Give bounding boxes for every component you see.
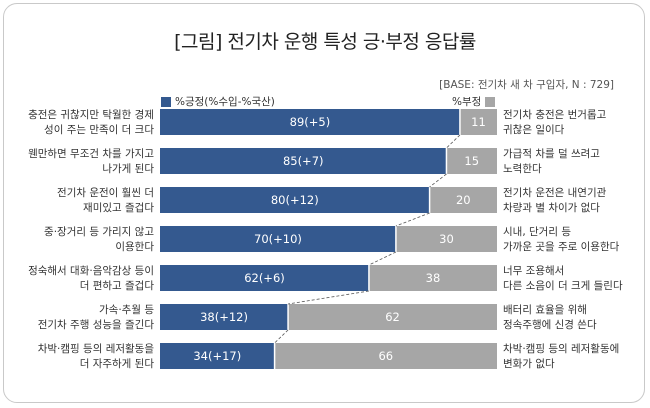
negative-value-label: 66 — [378, 349, 393, 363]
left-category-label: 중·장거리 등 가리지 않고 — [44, 226, 154, 238]
left-category-label: 더 자주하게 된다 — [80, 357, 155, 370]
positive-bar — [160, 343, 275, 369]
legend-negative: %부정 — [452, 94, 496, 109]
negative-value-label: 11 — [471, 115, 486, 129]
right-category-label: 너무 조용해서 — [503, 264, 564, 277]
positive-value-label: 38(+12) — [200, 310, 248, 324]
left-category-label: 전기차 주행 성능을 즐긴다 — [38, 319, 155, 331]
left-category-label: 이용한다 — [115, 241, 154, 253]
right-category-label: 변화가 없다 — [503, 357, 555, 370]
right-category-label: 귀찮은 일이다 — [503, 123, 565, 136]
negative-bar — [274, 343, 497, 369]
negative-value-label: 62 — [385, 310, 400, 324]
right-category-label: 전기차 운전은 내연기관 — [503, 187, 607, 199]
negative-bar — [288, 304, 497, 330]
positive-value-label: 62(+6) — [244, 271, 285, 285]
left-category-label: 정숙해서 대화·음악감상 등이 — [28, 264, 154, 277]
negative-value-label: 38 — [426, 271, 441, 285]
negative-value-label: 20 — [456, 193, 471, 207]
positive-bar — [160, 187, 430, 213]
positive-value-label: 80(+12) — [271, 193, 319, 207]
positive-value-label: 89(+5) — [290, 115, 331, 129]
negative-bar — [459, 109, 497, 135]
right-category-label: 가까운 곳을 주로 이용한다 — [503, 241, 620, 253]
right-category-label: 시내, 단거리 등 — [503, 226, 571, 238]
legend-negative-label: %부정 — [452, 96, 482, 108]
legend-positive-swatch — [161, 96, 171, 107]
positive-value-label: 34(+17) — [193, 349, 241, 363]
chart-title: [그림] 전기차 운행 특성 긍·부정 응답률 — [174, 31, 476, 53]
positive-bar — [160, 148, 447, 174]
left-category-label: 더 편하고 즐겁다 — [80, 279, 155, 292]
right-category-label: 차박·캠핑 등의 레저활동에 — [503, 342, 619, 355]
negative-bar — [446, 148, 497, 174]
positive-value-label: 70(+10) — [254, 232, 302, 246]
left-category-label: 나가게 된다 — [102, 163, 154, 175]
negative-bar — [395, 226, 497, 252]
positive-value-label: 85(+7) — [283, 154, 324, 168]
legend-positive-label: %긍정(%수입-%국산) — [175, 96, 275, 108]
negative-bar — [368, 265, 497, 291]
legend-negative-swatch — [485, 96, 496, 107]
left-category-label: 재미있고 즐겁다 — [83, 202, 154, 214]
boundary-connector — [446, 134, 461, 149]
boundary-connector — [287, 290, 370, 305]
right-category-label: 배터리 효율을 위해 — [503, 303, 587, 316]
right-category-label: 차량과 별 차이가 없다 — [503, 201, 600, 214]
boundary-connector — [274, 329, 289, 344]
left-category-label: 가속·추월 등 — [99, 304, 154, 316]
positive-bar — [160, 109, 460, 135]
right-category-label: 노력한다 — [503, 163, 542, 175]
boundary-connector — [395, 212, 430, 227]
positive-bar — [160, 226, 396, 252]
left-category-label: 차박·캠핑 등의 레저활동을 — [38, 342, 155, 355]
legend-positive: %긍정(%수입-%국산) — [161, 94, 275, 109]
boundary-connector — [429, 173, 447, 188]
right-category-label: 가급적 차를 덜 쓰려고 — [503, 148, 600, 160]
left-category-label: 충전은 귀찮지만 탁월한 경제 — [28, 108, 154, 121]
left-category-label: 전기차 운전이 훨씬 더 — [57, 187, 154, 199]
base-note: [BASE: 전기차 새 차 구입자, N : 729] — [439, 79, 614, 91]
negative-bar — [429, 187, 497, 213]
positive-bar — [160, 265, 369, 291]
negative-value-label: 15 — [464, 154, 479, 168]
left-category-label: 성이 주는 만족이 더 크다 — [44, 124, 154, 136]
right-category-label: 다른 소음이 더 크게 들린다 — [503, 280, 623, 292]
right-category-label: 전기차 충전은 번거롭고 — [503, 109, 607, 121]
left-category-label: 웬만하면 무조건 차를 가지고 — [28, 147, 154, 160]
boundary-connector — [368, 251, 397, 266]
negative-value-label: 30 — [439, 232, 454, 246]
right-category-label: 정속주행에 신경 쓴다 — [503, 318, 597, 331]
positive-bar — [160, 304, 289, 330]
